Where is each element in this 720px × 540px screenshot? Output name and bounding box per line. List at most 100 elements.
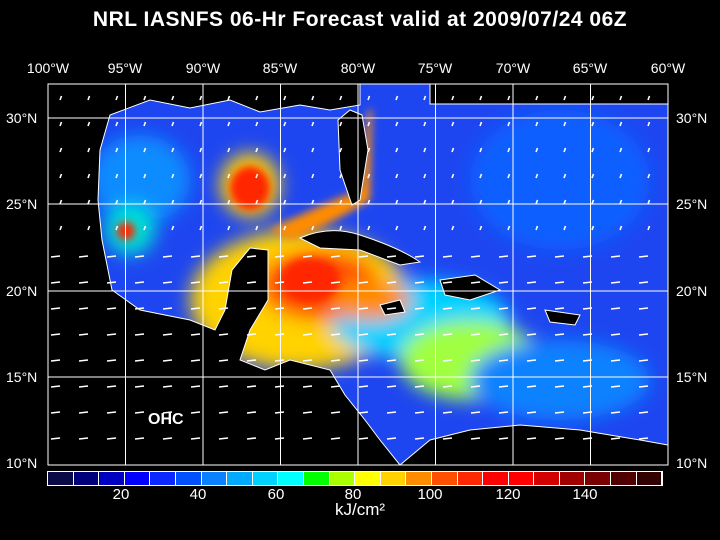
wind-vector [591, 147, 595, 153]
wind-vector [470, 385, 481, 388]
wind-vector [479, 95, 483, 101]
south-america [399, 424, 668, 465]
wind-vector [50, 411, 61, 414]
wind-vector [442, 411, 453, 414]
wind-vector [386, 437, 397, 440]
wind-vector [330, 359, 341, 362]
colorbar-swatch [483, 472, 509, 485]
wind-vector [162, 359, 173, 362]
wind-vector [358, 307, 369, 310]
wind-vector [190, 359, 201, 362]
lon-label: 85°W [262, 60, 298, 76]
map-title: NRL IASNFS 06-Hr Forecast valid at 2009/… [92, 8, 628, 31]
wind-vector [171, 173, 175, 179]
lat-label: 10°N [6, 455, 38, 471]
wind-vector [638, 411, 649, 414]
wind-vector [171, 225, 175, 231]
colorbar-swatch [99, 472, 125, 485]
wind-vector [526, 307, 537, 310]
wind-vector [162, 333, 173, 336]
wind-vector [591, 225, 595, 231]
wind-vector [106, 255, 117, 258]
wind-vector [470, 255, 481, 258]
wind-vector [274, 385, 285, 388]
wind-vector [106, 359, 117, 362]
wind-vector [87, 173, 91, 179]
wind-vector [395, 173, 399, 179]
wind-vector [78, 333, 89, 336]
wind-vector [246, 437, 257, 440]
wind-vector [414, 385, 425, 388]
wind-vector [610, 281, 621, 284]
colorbar-swatch [227, 472, 253, 485]
wind-vector [367, 199, 371, 205]
wind-vector [339, 95, 343, 101]
wind-vector [498, 385, 509, 388]
wind-vector [619, 95, 623, 101]
wind-vector [330, 255, 341, 258]
wind-vector [367, 173, 371, 179]
wind-vector [563, 147, 567, 153]
hispaniola [439, 274, 502, 301]
wind-vector [554, 255, 565, 258]
wind-vector [647, 199, 651, 205]
wind-vector [227, 173, 231, 179]
wind-vector [162, 437, 173, 440]
colorbar-tick: 140 [572, 486, 598, 503]
wind-vector [311, 173, 315, 179]
wind-vector [554, 437, 565, 440]
wind-vector [87, 199, 91, 205]
wind-vector [386, 307, 397, 310]
wind-vector [339, 121, 343, 127]
wind-vector [526, 281, 537, 284]
wind-vector [50, 333, 61, 336]
wind-vector [479, 173, 483, 179]
wind-vector [274, 333, 285, 336]
wind-vector [386, 281, 397, 284]
wind-vector [218, 307, 229, 310]
wind-vector [283, 199, 287, 205]
colorbar-swatch [585, 472, 612, 485]
wind-vector [106, 385, 117, 388]
wind-vector [647, 147, 651, 153]
wind-vector [115, 225, 119, 231]
wind-vector [143, 121, 147, 127]
wind-vector [535, 199, 539, 205]
wind-vector [311, 199, 315, 205]
wind-vector [554, 307, 565, 310]
wind-vector [87, 95, 91, 101]
wind-vector [442, 255, 453, 258]
lon-label: 75°W [417, 60, 453, 76]
colorbar-unit: kJ/cm² [334, 500, 386, 519]
wind-vector [283, 121, 287, 127]
wind-vector [358, 437, 369, 440]
wind-vector [302, 255, 313, 258]
wind-vector [498, 307, 509, 310]
wind-vector [498, 255, 509, 258]
wind-vector [171, 121, 175, 127]
wind-vector [106, 411, 117, 414]
wind-vector [367, 147, 371, 153]
wind-vector [171, 147, 175, 153]
wind-vector [451, 225, 455, 231]
wind-vector [554, 411, 565, 414]
wind-vector [619, 199, 623, 205]
wind-vector [274, 307, 285, 310]
wind-vector [311, 147, 315, 153]
colorbar-swatch [252, 472, 279, 485]
wind-vector [134, 359, 145, 362]
wind-vector [451, 95, 455, 101]
wind-vector [563, 199, 567, 205]
wind-vector [311, 225, 315, 231]
wind-vector [330, 437, 341, 440]
wind-vector [115, 147, 119, 153]
wind-vector [535, 173, 539, 179]
wind-vector [199, 95, 203, 101]
wind-vector [498, 281, 509, 284]
colorbar-swatch [124, 472, 151, 485]
wind-vector [59, 147, 63, 153]
wind-vector [134, 333, 145, 336]
wind-vector [442, 333, 453, 336]
wind-vector [106, 281, 117, 284]
